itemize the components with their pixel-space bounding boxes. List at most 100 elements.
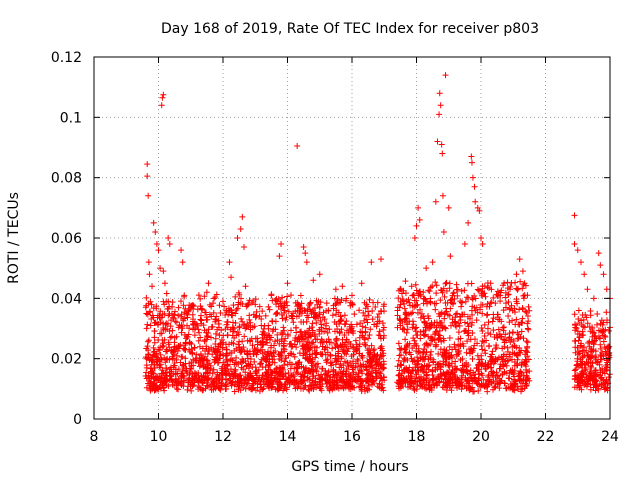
data-point (178, 329, 185, 336)
data-point (272, 348, 279, 355)
data-point (439, 192, 446, 199)
data-point (144, 173, 151, 180)
data-point (455, 329, 462, 336)
data-point (179, 259, 186, 266)
data-point (188, 387, 195, 394)
data-point (296, 312, 303, 319)
data-point (151, 320, 158, 327)
data-point (306, 300, 313, 307)
data-point (411, 235, 418, 241)
data-point (303, 259, 310, 266)
x-tick-label: 20 (472, 429, 490, 445)
data-point (316, 311, 323, 318)
data-point (244, 320, 251, 327)
data-point (318, 321, 325, 328)
data-point (486, 342, 493, 349)
data-point (489, 318, 496, 325)
data-point (363, 316, 370, 323)
data-point (235, 289, 242, 296)
data-point (161, 280, 168, 287)
data-point (259, 328, 266, 335)
data-point (173, 385, 180, 392)
data-point (150, 219, 157, 226)
data-point (242, 385, 249, 392)
y-tick-label: 0.06 (51, 231, 82, 247)
data-point (194, 306, 201, 313)
data-point (514, 286, 521, 293)
y-tick-label: 0 (73, 412, 82, 428)
data-point (401, 305, 408, 312)
data-point (402, 278, 409, 285)
data-point (298, 328, 305, 335)
data-point (571, 337, 578, 344)
data-point (485, 319, 492, 326)
data-point (479, 346, 486, 353)
data-point (478, 235, 484, 241)
data-point (233, 354, 240, 361)
data-point (147, 308, 154, 315)
data-point (144, 311, 151, 318)
y-tick-label: 0.08 (51, 171, 82, 187)
data-point (294, 142, 301, 149)
data-point (239, 213, 246, 220)
data-point (340, 362, 347, 369)
data-point (151, 339, 158, 346)
data-point (432, 306, 439, 313)
data-point (361, 299, 368, 306)
data-point (226, 259, 233, 266)
data-point (285, 308, 292, 315)
y-axis-label: ROTI / TECUs (6, 192, 22, 284)
data-point (526, 307, 533, 314)
data-point (205, 280, 212, 287)
data-point (184, 386, 191, 393)
data-point (410, 335, 417, 342)
data-point (378, 256, 385, 263)
data-point (364, 303, 371, 310)
data-point (355, 343, 362, 350)
data-point (281, 358, 288, 365)
data-point (239, 318, 246, 325)
data-point (160, 91, 167, 98)
data-point (435, 350, 442, 357)
data-point (443, 279, 450, 286)
data-point (232, 366, 239, 373)
data-point (427, 299, 434, 306)
data-point (157, 330, 164, 337)
data-point (605, 327, 612, 334)
data-point (369, 307, 376, 314)
chart-title: Day 168 of 2019, Rate Of TEC Index for r… (161, 21, 539, 37)
data-point (184, 314, 191, 321)
data-point (197, 312, 204, 319)
data-point (204, 351, 211, 358)
data-point (329, 359, 336, 366)
data-point (145, 259, 152, 266)
data-point (272, 326, 279, 333)
data-point (465, 219, 472, 226)
data-point (436, 111, 443, 118)
data-point (520, 335, 527, 342)
data-point (322, 344, 329, 351)
data-point (220, 298, 226, 305)
data-point (279, 294, 286, 301)
y-tick-label: 0.02 (51, 352, 82, 368)
data-point (447, 253, 454, 260)
data-point (339, 283, 346, 290)
data-point (450, 289, 457, 296)
data-point (342, 320, 349, 327)
data-point (269, 356, 276, 363)
data-point (216, 302, 223, 309)
data-point (500, 324, 507, 331)
data-point (205, 326, 212, 333)
data-point (577, 259, 584, 266)
data-point (524, 339, 531, 346)
data-point (525, 326, 532, 333)
data-point (246, 312, 253, 319)
data-point (232, 293, 239, 300)
data-point (434, 138, 441, 145)
data-point (525, 303, 532, 310)
data-point (523, 338, 530, 345)
data-point (409, 318, 416, 325)
data-point (211, 295, 218, 302)
data-point (343, 318, 350, 325)
data-point (197, 295, 204, 302)
